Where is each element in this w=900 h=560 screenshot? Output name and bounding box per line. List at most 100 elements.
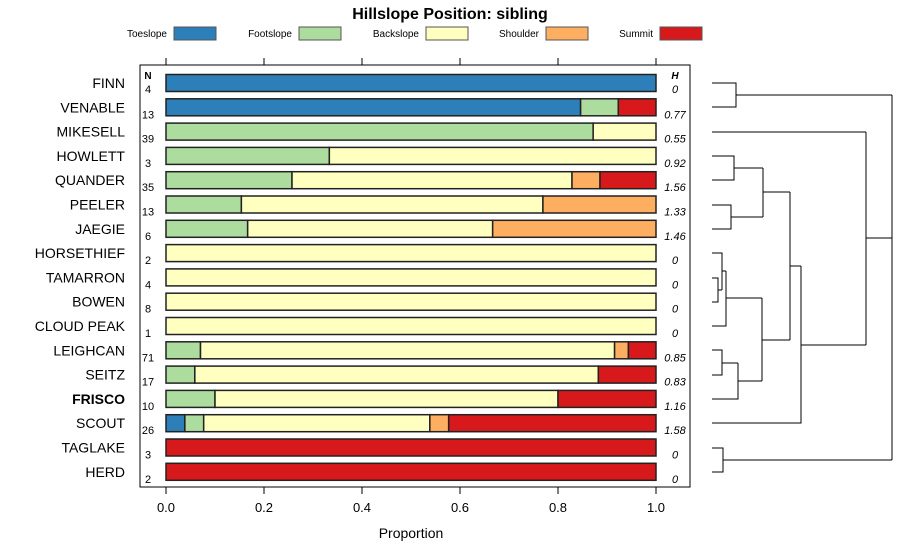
bar-segment-summit [617,98,657,117]
n-value: 2 [145,474,151,486]
h-value: 0 [672,279,679,291]
legend-swatch-shoulder [545,26,589,41]
bar-segment-backslope [165,268,657,287]
row-label: HOWLETT [57,148,126,164]
h-value: 0 [672,304,679,316]
legend-swatch-toeslope [173,26,217,41]
bar-segment-backslope [328,146,657,166]
h-value: 1.58 [664,425,686,437]
row-label: LEIGHCAN [53,342,125,358]
bar-segment-footslope [165,219,249,239]
row-label: VENABLE [60,99,125,115]
bar-segment-footslope [165,170,293,190]
row-label: PEELER [70,197,125,213]
bar-segment-toeslope [165,73,657,93]
bar-segment-footslope [165,195,243,214]
row-label: TAGLAKE [61,440,125,456]
bar-segment-backslope [291,170,573,190]
h-value: 1.56 [664,182,686,194]
legend-label-shoulder: Shoulder [499,29,540,40]
row-label: HORSETHIEF [35,245,125,261]
row-seitz: SEITZ 17 0.83 [85,365,687,389]
legend-swatch-summit [659,26,703,41]
x-tick-label: 0.8 [549,500,567,515]
h-value: 1.33 [664,207,686,219]
h-value: 0.83 [664,377,686,389]
bar-segment-summit [627,341,657,360]
bar-segment-footslope [165,146,331,166]
bar-segment-backslope [194,365,600,384]
bar-segment-toeslope [165,413,186,433]
h-value: 0 [672,450,679,462]
bar-segment-shoulder [613,341,630,360]
bar-segment-footslope [579,98,620,117]
legend-label-toeslope: Toeslope [127,29,167,40]
legend-label-footslope: Footslope [248,29,292,40]
n-value: 39 [142,134,154,146]
bar-segment-backslope [165,292,657,311]
row-label: FINN [92,75,125,91]
row-label: FRISCO [72,391,125,407]
n-value: 71 [142,352,154,364]
bar-segment-summit [165,438,657,457]
bar-segment-backslope [592,122,657,141]
bar-segment-backslope [202,413,431,433]
row-leighcan: LEIGHCAN 71 0.85 [53,341,687,364]
row-bowen: BOWEN 8 0 [72,292,679,316]
bar-segment-footslope [184,413,205,433]
row-label: TAMARRON [46,269,125,285]
n-value: 10 [142,401,154,413]
n-value: 17 [142,377,154,389]
legend: Toeslope Footslope Backslope Shoulder Summit [127,26,703,41]
bar-segment-footslope [165,365,196,384]
row-label: QUANDER [55,172,125,188]
row-label: JAEGIE [75,221,125,237]
x-tick-label: 0.2 [255,500,273,515]
h-value: 0 [672,84,679,96]
bar-segment-summit [597,365,657,384]
x-tick-label: 0.0 [157,500,175,515]
row-quander: QUANDER 35 1.56 [55,170,687,194]
row-taglake: TAGLAKE 3 0 [61,438,679,462]
bar-segment-footslope [165,389,216,409]
bar-segment-shoulder [491,219,657,239]
row-horsethief: HORSETHIEF 2 0 [35,243,679,267]
legend-swatch-backslope [425,26,469,41]
n-value: 4 [145,279,151,291]
row-tamarron: TAMARRON 4 0 [46,268,679,291]
n-value: 13 [142,207,154,219]
legend-label-backslope: Backslope [373,29,420,40]
bar-segment-summit [557,389,657,409]
h-value: 0.77 [664,109,686,121]
n-value: 35 [142,182,154,194]
row-scout: SCOUT 26 1.58 [76,413,687,437]
row-label: BOWEN [72,294,125,310]
bar-segment-backslope [246,219,494,239]
row-label: SCOUT [76,415,125,431]
n-value: 13 [142,109,154,121]
n-value: 4 [145,84,151,96]
bar-segment-summit [165,462,657,482]
bar-segment-backslope [165,316,657,336]
n-value: 3 [145,450,151,462]
bar-segment-backslope [240,195,544,214]
row-label: SEITZ [85,367,125,383]
h-header: H [671,71,679,82]
h-value: 0.85 [664,352,686,364]
bar-segment-backslope [165,243,657,263]
row-frisco: FRISCO 10 1.16 [72,389,687,413]
row-label: MIKESELL [57,124,126,140]
row-herd: HERD 2 0 [85,462,679,486]
x-axis: 0.0 0.2 0.4 0.6 0.8 1.0 [157,58,665,515]
row-label: HERD [85,464,125,480]
n-value: 26 [142,425,154,437]
h-value: 0 [672,255,679,267]
h-value: 0 [672,328,679,340]
row-howlett: HOWLETT 3 0.92 [57,146,686,170]
row-mikesell: MIKESELL 39 0.55 [57,122,687,146]
bar-segment-summit [599,170,657,190]
h-value: 1.16 [664,401,686,413]
n-header: N [144,71,151,82]
